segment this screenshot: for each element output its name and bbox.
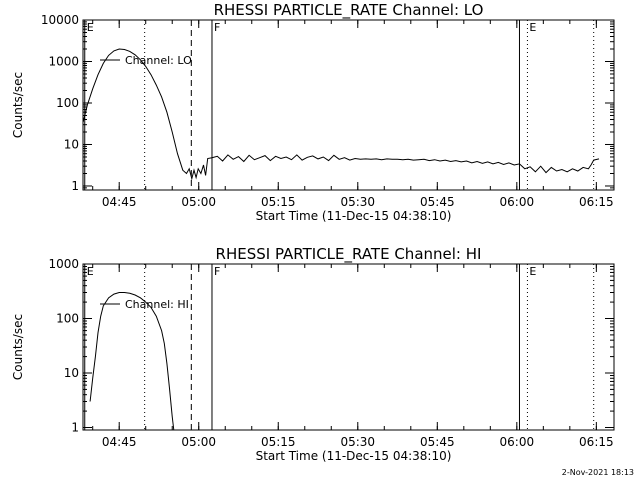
y-tick-label: 10 (64, 366, 79, 380)
x-tick-label: 05:15 (261, 435, 296, 449)
event-marker-label: F (214, 265, 220, 278)
x-axis-label: Start Time (11-Dec-15 04:38:10) (256, 209, 452, 223)
y-tick-label: 10 (64, 137, 79, 151)
x-tick-label: 05:45 (420, 195, 455, 209)
x-tick-label: 05:00 (181, 435, 216, 449)
y-tick-label: 1 (71, 179, 79, 193)
y-tick-label: 100 (56, 96, 79, 110)
series-line (89, 292, 175, 430)
x-tick-label: 06:15 (579, 195, 614, 209)
event-marker-label: E (87, 265, 94, 278)
x-tick-label: 05:30 (340, 195, 375, 209)
event-marker-label: F (214, 21, 220, 34)
chart-title: RHESSI PARTICLE_RATE Channel: HI (216, 245, 482, 264)
y-axis-label: Counts/sec (11, 72, 25, 138)
y-tick-label: 1000 (48, 257, 79, 271)
legend-label: Channel: LO (125, 54, 192, 67)
y-tick-label: 1 (71, 421, 79, 435)
series-line (83, 48, 600, 181)
y-tick-label: 10000 (41, 13, 79, 27)
x-tick-label: 05:00 (181, 195, 216, 209)
x-tick-label: 06:15 (579, 435, 614, 449)
y-axis-label: Counts/sec (11, 314, 25, 380)
x-tick-label: 05:15 (261, 195, 296, 209)
x-tick-label: 05:45 (420, 435, 455, 449)
panel-lo-channel: RHESSI PARTICLE_RATE Channel: LO 1 10 100 10… (11, 1, 615, 223)
y-tick-label: 1000 (48, 54, 79, 68)
panel-hi-channel: RHESSI PARTICLE_RATE Channel: HI 1 10 100 10… (11, 245, 615, 463)
x-tick-label: 06:00 (500, 195, 535, 209)
x-tick-label: 06:00 (500, 435, 535, 449)
event-marker-label: E (529, 265, 536, 278)
x-tick-label: 05:30 (340, 435, 375, 449)
event-marker-label: E (87, 21, 94, 34)
x-axis-label: Start Time (11-Dec-15 04:38:10) (256, 449, 452, 463)
event-marker-label: E (529, 21, 536, 34)
y-tick-label: 100 (56, 312, 79, 326)
chart-title: RHESSI PARTICLE_RATE Channel: LO (214, 1, 484, 20)
legend-label: Channel: HI (125, 298, 189, 311)
x-tick-label: 04:45 (102, 195, 137, 209)
footer-timestamp: 2-Nov-2021 18:13 (562, 468, 634, 477)
x-tick-label: 04:45 (102, 435, 137, 449)
